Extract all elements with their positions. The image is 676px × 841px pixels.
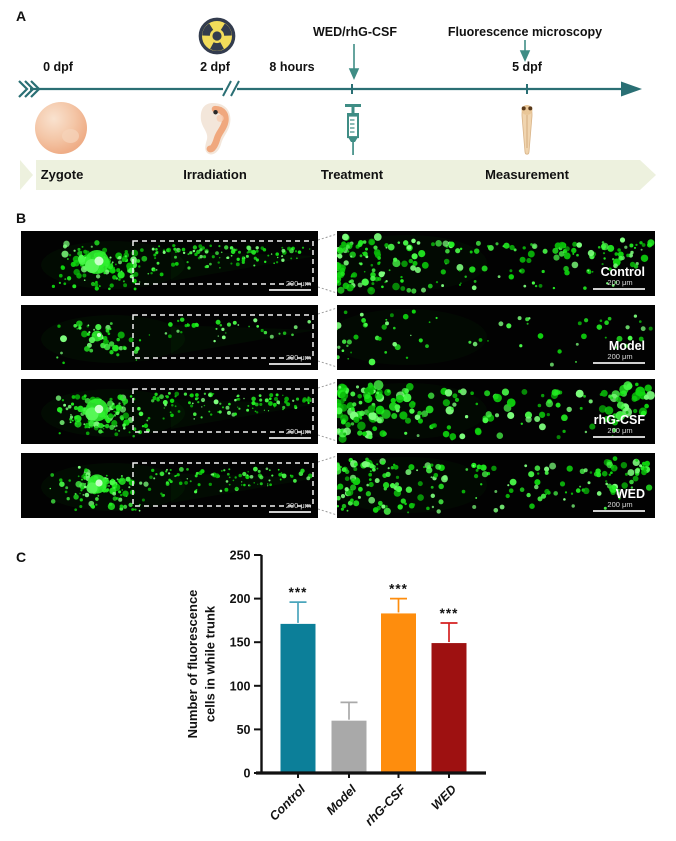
x-category-label-WED: WED <box>429 782 460 813</box>
panel-c: C 0 50 100 150 200 250 Number of fluorescence c… <box>0 535 676 841</box>
scale-bar-label: 200 μm <box>607 278 632 287</box>
time-label-8hours: 8 hours <box>269 60 315 74</box>
panel-b: B 200 μm Control 200 μm 200 μm Model 200 μm 20… <box>0 200 676 535</box>
zebrafish-larva-icon <box>521 105 533 155</box>
time-label-2dpf: 2 dpf <box>200 60 230 74</box>
group-label: WED <box>616 487 645 501</box>
panel-b-label: B <box>16 210 27 226</box>
stage-label-treatment: Treatment <box>320 167 384 182</box>
timeline-start-chevrons <box>18 80 41 98</box>
scale-bar-label: 200 μm <box>607 426 632 435</box>
significance-stars-rhG-CSF: *** <box>389 582 408 597</box>
stage-label-measurement: Measurement <box>485 167 569 182</box>
roi-box <box>132 240 314 285</box>
timeline-arrowhead <box>621 81 642 97</box>
treatment-annotation: WED/rhG-CSF <box>312 25 398 39</box>
panel-a: A WED/rhG-CSF Fluorescence microscopy 0 … <box>0 0 676 200</box>
fluorescence-cells <box>41 240 317 291</box>
bar-Control <box>280 623 316 773</box>
scale-bar-label: 200 μm <box>607 500 632 509</box>
fluorescence-image-trunk-rhG-CSF: rhG-CSF 200 μm <box>337 379 655 444</box>
group-label: rhG-CSF <box>594 413 646 427</box>
y-axis-title: Number of fluorescence <box>185 590 200 739</box>
scale-bar-label: 200 μm <box>286 501 311 510</box>
fluorescence-cells <box>41 389 317 438</box>
fluorescence-image-trunk-WED: WED 200 μm <box>337 453 655 518</box>
stage-band <box>36 160 656 190</box>
bar-WED <box>431 643 467 773</box>
significance-stars-Control: *** <box>289 585 308 600</box>
stage-label-irradiation: Irradiation <box>183 167 247 182</box>
group-label: Model <box>609 339 645 353</box>
y-tick-label: 150 <box>230 636 251 650</box>
bar-rhG-CSF <box>381 613 416 773</box>
y-tick-label: 200 <box>230 592 251 606</box>
fluorescence-cells <box>41 463 317 512</box>
panel-c-label: C <box>16 549 27 565</box>
syringe-icon <box>345 104 361 155</box>
fluorescence-cells <box>337 380 655 443</box>
fluorescence-image-whole-Control: 200 μm <box>21 231 318 296</box>
fluorescence-cells-bar-chart: 0 50 100 150 200 250 Number of fluorescence cel… <box>185 549 486 828</box>
x-category-label-rhG-CSF: rhG-CSF <box>362 782 408 828</box>
fluorescence-cells <box>41 315 317 365</box>
timeline-break <box>222 80 240 97</box>
significance-stars-WED: *** <box>440 606 459 621</box>
x-category-label-Model: Model <box>324 782 360 818</box>
scale-bar-label: 200 μm <box>286 353 311 362</box>
fluorescence-image-whole-rhG-CSF: 200 μm <box>21 379 318 444</box>
measurement-annotation: Fluorescence microscopy <box>447 25 603 39</box>
embryo-icon <box>200 103 231 155</box>
fluorescence-image-trunk-Control: Control 200 μm <box>337 231 655 296</box>
scale-bar-label: 200 μm <box>286 427 311 436</box>
stage-band-tail <box>20 160 33 190</box>
x-category-label-Control: Control <box>267 782 309 824</box>
time-label-5dpf: 5 dpf <box>512 60 542 74</box>
y-axis-title: cells in while trunk <box>203 605 218 722</box>
measurement-down-arrow <box>519 40 531 62</box>
bar-Model <box>331 720 367 773</box>
time-label-0dpf: 0 dpf <box>43 60 73 74</box>
fluorescence-cells <box>337 456 653 515</box>
panel-a-label: A <box>16 8 27 24</box>
fluorescence-image-whole-Model: 200 μm <box>21 305 318 370</box>
group-label: Control <box>601 265 645 279</box>
radiation-icon <box>198 17 236 55</box>
y-tick-label: 250 <box>230 549 251 563</box>
treatment-down-arrow <box>348 44 360 80</box>
fluorescence-cells <box>337 309 653 367</box>
roi-box <box>132 462 314 507</box>
scale-bar-label: 200 μm <box>286 279 311 288</box>
roi-box <box>132 314 314 359</box>
fluorescence-cells <box>337 233 655 295</box>
fluorescence-image-whole-WED: 200 μm <box>21 453 318 518</box>
scale-bar-label: 200 μm <box>607 352 632 361</box>
zygote-icon <box>35 102 87 154</box>
y-tick-label: 50 <box>237 723 251 737</box>
roi-box <box>132 388 314 433</box>
stage-label-zygote: Zygote <box>40 167 84 182</box>
y-tick-label: 100 <box>230 679 251 693</box>
y-tick-label: 0 <box>244 767 251 781</box>
fluorescence-image-trunk-Model: Model 200 μm <box>337 305 655 370</box>
